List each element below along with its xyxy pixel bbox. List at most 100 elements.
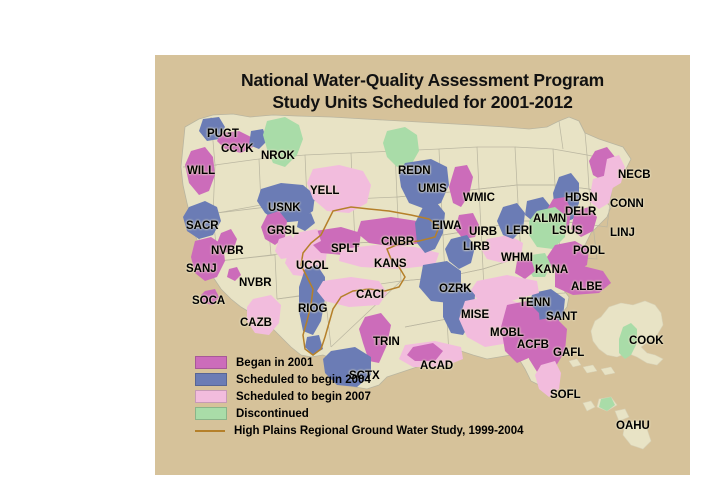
- map-label-necb: NECB: [618, 169, 651, 181]
- hawaii-islands: [582, 396, 652, 450]
- unit-WMIC: [449, 165, 473, 207]
- legend-line-swatch: [195, 425, 225, 436]
- unit-PUGT: [199, 117, 225, 141]
- map-label-yell: YELL: [310, 185, 340, 197]
- map-label-redn: REDN: [398, 165, 431, 177]
- map-label-usnk: USNK: [268, 202, 301, 214]
- unit-KANA-2: [515, 259, 535, 279]
- map-label-albe: ALBE: [571, 281, 603, 293]
- legend-item-label: Scheduled to begin 2007: [236, 390, 371, 403]
- unit-CCYK-2: [249, 129, 267, 149]
- unit-NVBR-s: [227, 267, 241, 281]
- map-label-linj: LINJ: [610, 227, 635, 239]
- unit-OAHU: [599, 397, 615, 411]
- unit-WILL: [185, 147, 215, 195]
- map-label-wmic: WMIC: [463, 192, 495, 204]
- map-label-lirb: LIRB: [463, 241, 490, 253]
- unit-ACAD-2: [407, 343, 443, 361]
- page-title: National Water-Quality Assessment Progra…: [155, 69, 690, 113]
- unit-SANJ: [191, 237, 225, 281]
- map-label-kana: KANA: [535, 264, 569, 276]
- unit-LERI: [497, 203, 525, 239]
- map-label-acfb: ACFB: [517, 339, 549, 351]
- map-label-podl: PODL: [573, 245, 605, 257]
- unit-GAFL: [527, 317, 567, 375]
- unit-SOCA: [201, 289, 219, 305]
- unit-TRIN: [359, 313, 391, 363]
- unit-SOFL: [535, 361, 561, 397]
- unit-CONN: [589, 175, 613, 209]
- unit-REDN: [383, 127, 419, 167]
- map-label-hdsn: HDSN: [565, 192, 598, 204]
- legend-item-2: Scheduled to begin 2004: [195, 372, 595, 388]
- unit-SPLT-w: [291, 229, 321, 249]
- map-label-will: WILL: [187, 165, 216, 177]
- unit-CCYK: [217, 131, 253, 153]
- map-label-mobl: MOBL: [490, 327, 524, 339]
- legend-item-label: Scheduled to begin 2004: [236, 373, 371, 386]
- unit-UMIS: [399, 159, 449, 209]
- map-label-ozrk: OZRK: [439, 283, 472, 295]
- alaska-inset: [568, 300, 664, 376]
- map-label-gafl: GAFL: [553, 347, 585, 359]
- map-label-delr: DELR: [565, 206, 597, 218]
- map-label-nvbr: NVBR: [239, 277, 272, 289]
- unit-ALBE: [555, 265, 611, 295]
- unit-USNK: [257, 183, 315, 223]
- alaska-aleutians: [568, 358, 616, 376]
- unit-LSUS: [529, 207, 567, 249]
- high-plains-outline: [300, 206, 440, 356]
- unit-UIRB: [455, 213, 479, 239]
- map-label-acad: ACAD: [420, 360, 454, 372]
- map-label-sctx: SCTX: [349, 370, 380, 382]
- unit-TENN: [469, 275, 539, 301]
- map-label-oahu: OAHU: [616, 420, 650, 432]
- unit-SCTX: [323, 347, 371, 387]
- map-label-pugt: PUGT: [207, 128, 239, 140]
- unit-GRSL: [261, 211, 287, 245]
- unit-LINJ: [571, 207, 597, 237]
- map-label-sant: SANT: [546, 311, 578, 323]
- map-label-kans: KANS: [374, 258, 407, 270]
- legend-item-4: Discontinued: [195, 406, 595, 422]
- map-label-grsl: GRSL: [267, 225, 299, 237]
- unit-WHMI: [481, 235, 523, 263]
- map-label-eiwa: EIWA: [432, 220, 462, 232]
- legend-color-swatch: [195, 407, 227, 421]
- unit-SPLT: [311, 227, 361, 255]
- map-label-splt: SPLT: [331, 243, 360, 255]
- legend-item-label: Began in 2001: [236, 356, 314, 369]
- unit-CNBR: [357, 217, 427, 247]
- map-label-sofl: SOFL: [550, 389, 581, 401]
- map-label-mise: MISE: [461, 309, 490, 321]
- unit-SACR: [183, 201, 221, 239]
- legend-color-swatch: [195, 356, 227, 370]
- map-label-soca: SOCA: [192, 295, 226, 307]
- map-label-cnbr: CNBR: [381, 236, 415, 248]
- title-line-2: Study Units Scheduled for 2001-2012: [272, 92, 573, 112]
- map-label-sacr: SACR: [186, 220, 219, 232]
- legend: Began in 2001 Scheduled to begin 2004 Sche…: [195, 355, 595, 440]
- map-label-nvbr: NVBR: [211, 245, 244, 257]
- map-label-cazb: CAZB: [240, 317, 272, 329]
- unit-NVBR-w: [217, 229, 237, 253]
- map-label-ccyk: CCYK: [221, 143, 254, 155]
- map-label-leri: LERI: [506, 225, 533, 237]
- usa-map-svg: [180, 113, 664, 450]
- legend-color-swatch: [195, 390, 227, 404]
- map-stage: PUGT CCYK NROK WILL REDN YELL UMIS WMIC NECB USNK…: [155, 55, 690, 475]
- unit-NROK: [263, 117, 303, 167]
- map-panel: National Water-Quality Assessment Progra…: [155, 55, 690, 475]
- title-line-1: National Water-Quality Assessment Progra…: [241, 70, 604, 90]
- map-label-whmi: WHMI: [501, 252, 533, 264]
- legend-item-3: Scheduled to begin 2007: [195, 389, 595, 405]
- unit-YELL: [307, 165, 371, 213]
- map-label-lsus: LSUS: [552, 225, 583, 237]
- legend-color-swatch: [195, 373, 227, 387]
- map-label-sanj: SANJ: [186, 263, 217, 275]
- map-label-ucol: UCOL: [296, 260, 329, 272]
- map-label-tenn: TENN: [519, 297, 551, 309]
- map-label-riog: RIOG: [298, 303, 328, 315]
- unit-CAZB: [247, 295, 281, 335]
- unit-USNK-tail: [297, 213, 315, 231]
